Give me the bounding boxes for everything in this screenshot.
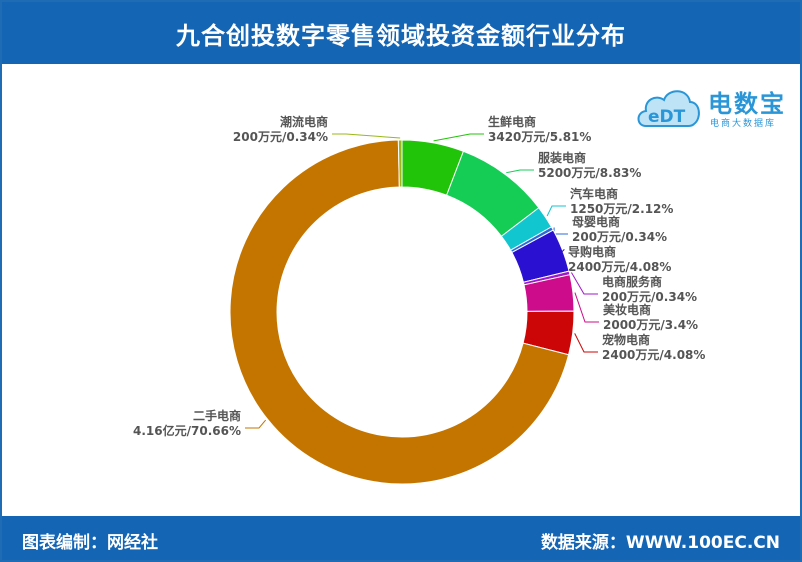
slice-value-label: 2400万元/4.08% (602, 348, 705, 362)
slice-value-label: 2000万元/3.4% (603, 318, 698, 332)
slice-value-label: 200万元/0.34% (602, 290, 697, 304)
slice-name-label: 美妆电商 (603, 302, 651, 317)
slice-name-label: 电商服务商 (602, 274, 662, 289)
leader-line (574, 292, 599, 323)
slice-name-label: 宠物电商 (602, 332, 650, 347)
cloud-logo-icon: eDT (637, 90, 700, 127)
slice-value-label: 4.16亿元/70.66% (133, 423, 241, 438)
logo-brand-sub: 电商大数据库 (710, 119, 777, 129)
leader-line (245, 419, 267, 429)
footer-source: 数据来源：WWW.100EC.CN (540, 533, 780, 553)
slice-name-label: 汽车电商 (570, 186, 618, 201)
chart-title: 九合创投数字零售领域投资金额行业分布 (176, 21, 626, 50)
slice-name-label: 导购电商 (568, 244, 616, 259)
slice-value-label: 3420万元/5.81% (488, 130, 591, 144)
header-bar: 九合创投数字零售领域投资金额行业分布 (2, 2, 800, 64)
slice-value-label: 1250万元/2.12% (570, 202, 673, 216)
footer-bar: 图表编制：网经社 数据来源：WWW.100EC.CN (2, 516, 800, 560)
slice-name-label: 服装电商 (538, 150, 586, 165)
leader-line (553, 227, 568, 235)
logo-cloud-text: eDT (648, 107, 686, 127)
donut-slice (397, 139, 403, 188)
slice-name-label: 母婴电商 (572, 214, 620, 229)
leader-line (571, 272, 598, 295)
donut-chart: 生鲜电商 3420万元/5.81% 服装电商 5200万元/8.83% 汽车电商 1250… (2, 64, 800, 518)
slice-value-label: 2400万元/4.08% (568, 260, 671, 274)
leader-line (548, 249, 565, 265)
slice-name-label: 二手电商 (193, 408, 241, 423)
leader-line (506, 169, 534, 174)
slice-value-label: 5200万元/8.83% (538, 166, 641, 180)
logo: eDT 电数宝 电商大数据库 (634, 78, 794, 138)
slice-value-label: 200万元/0.34% (233, 130, 328, 144)
donut-slice (229, 139, 570, 485)
leader-line (332, 133, 401, 139)
slice-value-label: 200万元/0.34% (572, 230, 667, 244)
leader-line (433, 133, 484, 142)
footer-credit: 图表编制：网经社 (22, 533, 158, 553)
slice-name-label: 生鲜电商 (488, 114, 536, 129)
leader-line (574, 333, 598, 353)
logo-brand: 电数宝 (708, 90, 786, 118)
slice-name-label: 潮流电商 (280, 114, 328, 129)
leader-line (546, 205, 566, 217)
